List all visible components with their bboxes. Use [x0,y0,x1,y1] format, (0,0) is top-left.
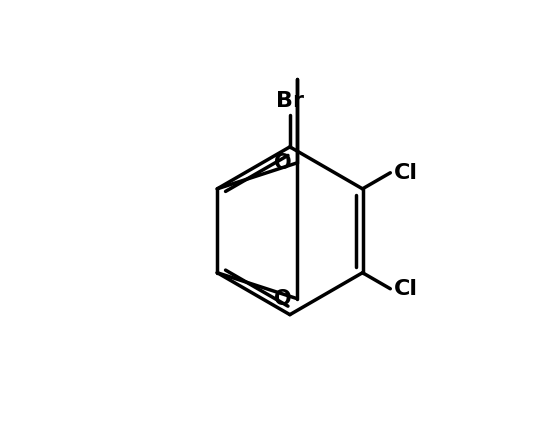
Text: Cl: Cl [394,163,418,183]
Text: O: O [274,153,292,173]
Text: Br: Br [276,91,304,111]
Text: O: O [274,289,292,308]
Text: Cl: Cl [394,279,418,299]
